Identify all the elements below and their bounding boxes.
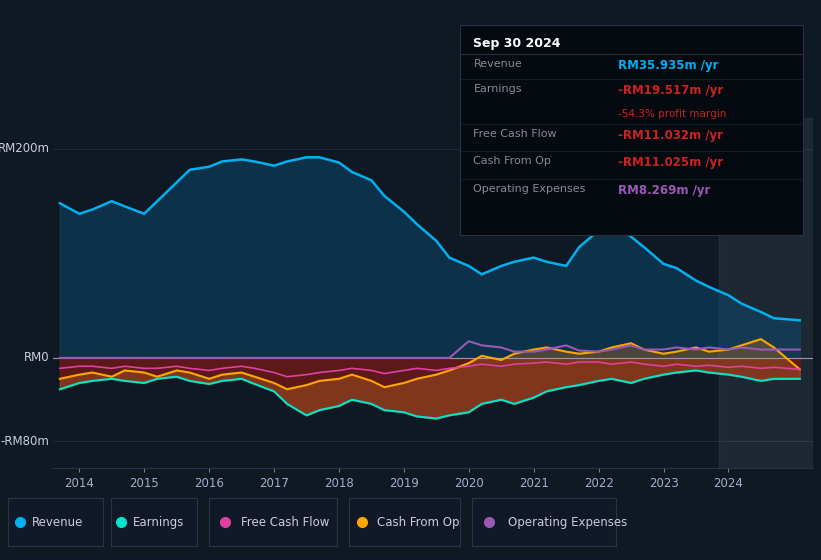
Text: RM0: RM0 — [24, 351, 49, 365]
Text: RM35.935m /yr: RM35.935m /yr — [617, 59, 718, 72]
Text: Sep 30 2024: Sep 30 2024 — [474, 37, 561, 50]
Text: -54.3% profit margin: -54.3% profit margin — [617, 109, 726, 119]
Text: Earnings: Earnings — [474, 84, 522, 94]
Text: Cash From Op: Cash From Op — [474, 156, 552, 166]
Text: -RM80m: -RM80m — [1, 435, 49, 448]
Text: RM8.269m /yr: RM8.269m /yr — [617, 184, 710, 197]
Bar — [718, 118, 813, 468]
Text: Revenue: Revenue — [474, 59, 522, 69]
Text: Operating Expenses: Operating Expenses — [508, 516, 627, 529]
Text: -RM11.032m /yr: -RM11.032m /yr — [617, 129, 722, 142]
Text: Free Cash Flow: Free Cash Flow — [474, 129, 557, 139]
Text: -RM11.025m /yr: -RM11.025m /yr — [617, 156, 722, 170]
Text: RM200m: RM200m — [0, 142, 49, 156]
Text: Revenue: Revenue — [32, 516, 83, 529]
Text: Free Cash Flow: Free Cash Flow — [241, 516, 329, 529]
Text: Operating Expenses: Operating Expenses — [474, 184, 586, 194]
Text: Earnings: Earnings — [132, 516, 184, 529]
Text: Cash From Op: Cash From Op — [377, 516, 459, 529]
Text: -RM19.517m /yr: -RM19.517m /yr — [617, 84, 722, 97]
